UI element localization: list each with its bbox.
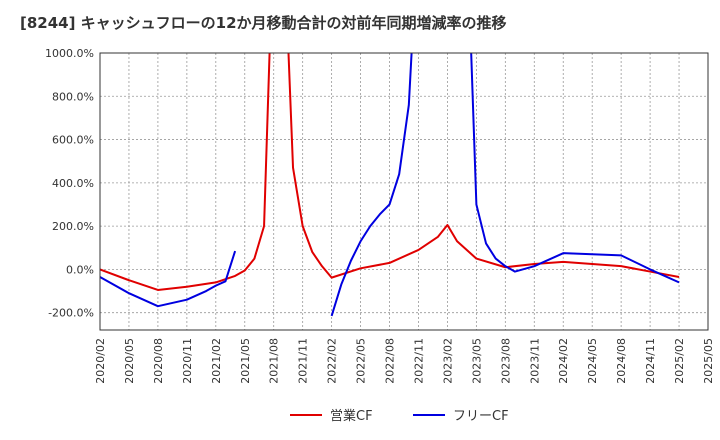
x-tick-label: 2023/05 xyxy=(470,338,483,384)
x-tick-label: 2021/02 xyxy=(210,338,223,384)
y-tick-label: 800.0% xyxy=(52,90,94,103)
x-tick-label: 2023/11 xyxy=(528,338,541,384)
x-tick-label: 2021/08 xyxy=(268,338,281,384)
plot-border xyxy=(99,52,709,331)
x-tick-label: 2023/08 xyxy=(499,338,512,384)
x-tick-label: 2020/11 xyxy=(181,338,194,384)
x-tick-label: 2022/11 xyxy=(412,338,425,384)
series-layer xyxy=(100,53,680,317)
x-tick-label: 2023/02 xyxy=(441,338,454,384)
x-tick-label: 2022/08 xyxy=(384,338,397,384)
x-tick-label: 2025/05 xyxy=(702,338,715,384)
y-tick-label: -200.0% xyxy=(48,307,94,320)
legend: 営業CF フリーCF xyxy=(290,408,509,424)
y-tick-label: 400.0% xyxy=(52,177,94,190)
y-tick-label: 600.0% xyxy=(52,134,94,147)
series-line-1 xyxy=(100,250,237,308)
x-tick-label: 2025/02 xyxy=(673,338,686,384)
x-tick-label: 2020/02 xyxy=(94,338,107,384)
legend-label-0: 営業CF xyxy=(330,408,373,424)
y-tick-label: 200.0% xyxy=(52,220,94,233)
y-tick-label: 1000.0% xyxy=(45,47,94,60)
x-tick-label: 2024/08 xyxy=(615,338,628,384)
chart-title: [8244] キャッシュフローの12か月移動合計の対前年同期増減率の推移 xyxy=(20,14,507,32)
x-tick-label: 2024/05 xyxy=(586,338,599,384)
x-tick-label: 2021/05 xyxy=(239,338,252,384)
series-line-1 xyxy=(330,53,680,317)
x-tick-label: 2020/05 xyxy=(123,338,136,384)
x-tick-label: 2022/02 xyxy=(326,338,339,384)
x-tick-label: 2021/11 xyxy=(297,338,310,384)
legend-label-1: フリーCF xyxy=(453,409,509,424)
x-tick-label: 2024/11 xyxy=(644,338,657,384)
plot-area xyxy=(100,53,708,330)
y-axis: -200.0% 0.0% 200.0% 400.0% 600.0% 800.0% 1000.… xyxy=(45,47,94,320)
x-tick-label: 2022/05 xyxy=(355,338,368,384)
x-tick-label: 2020/08 xyxy=(152,338,165,384)
x-axis: 2020/02 2020/05 2020/08 2020/11 2021/02 2021/… xyxy=(94,338,715,384)
x-tick-label: 2024/02 xyxy=(557,338,570,384)
y-tick-label: 0.0% xyxy=(66,263,94,276)
